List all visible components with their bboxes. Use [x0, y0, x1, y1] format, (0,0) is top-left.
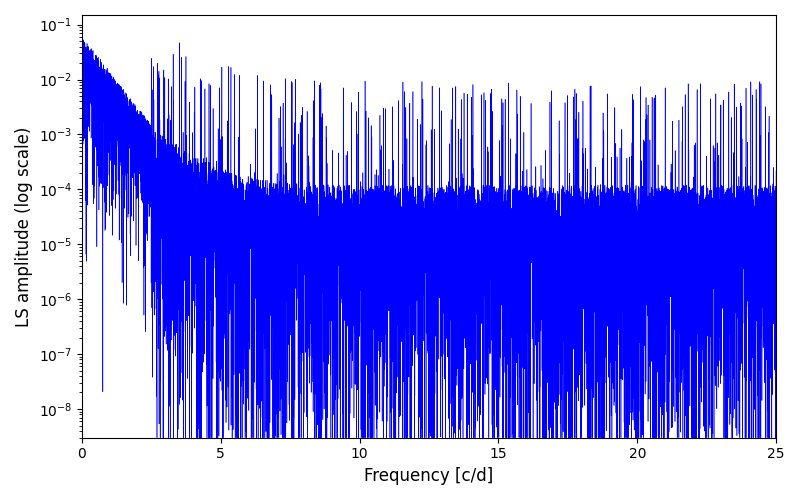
X-axis label: Frequency [c/d]: Frequency [c/d] [364, 467, 494, 485]
Y-axis label: LS amplitude (log scale): LS amplitude (log scale) [15, 126, 33, 326]
